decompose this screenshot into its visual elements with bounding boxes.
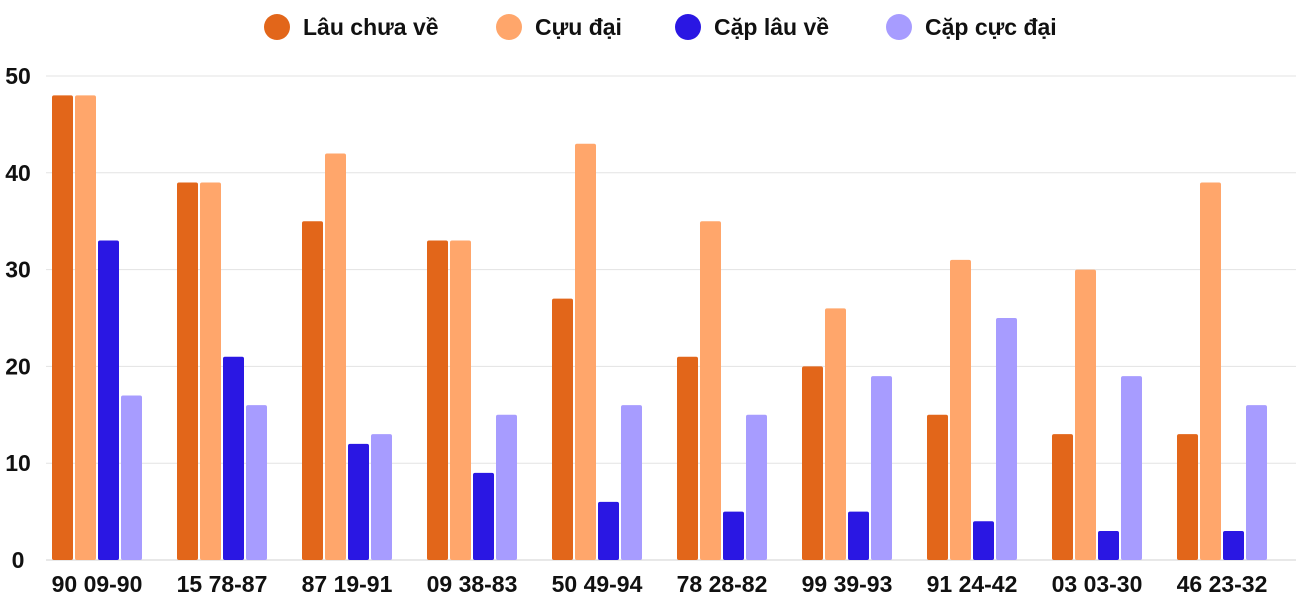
bar	[848, 511, 869, 560]
bar	[1223, 530, 1244, 560]
bar	[677, 356, 698, 560]
bar	[825, 308, 846, 560]
bar-group	[1177, 182, 1267, 561]
bar	[496, 414, 517, 560]
x-tick-label: 91 24-42	[927, 571, 1018, 597]
bar	[1075, 269, 1096, 560]
bar	[325, 153, 346, 560]
bar-group	[552, 143, 642, 560]
bar	[746, 414, 767, 560]
bar	[871, 376, 892, 560]
bar	[598, 501, 619, 560]
bar-group	[302, 153, 392, 560]
bar	[973, 521, 994, 560]
bar-group	[427, 240, 517, 560]
bar	[427, 240, 448, 560]
y-tick-label: 20	[5, 353, 31, 379]
legend-label: Lâu chưa về	[303, 14, 439, 40]
bar	[723, 511, 744, 560]
x-tick-label: 99 39-93	[802, 571, 893, 597]
bar	[1052, 434, 1073, 560]
bar	[177, 182, 198, 561]
bar	[1177, 434, 1198, 560]
y-tick-label: 40	[5, 160, 31, 186]
legend-item: Lâu chưa về	[264, 14, 439, 40]
bar-group	[677, 221, 767, 560]
x-tick-label: 03 03-30	[1052, 571, 1143, 597]
legend-item: Cựu đại	[496, 14, 622, 40]
x-tick-label: 50 49-94	[552, 571, 643, 597]
y-tick-label: 10	[5, 450, 31, 476]
bar-group	[802, 308, 892, 560]
bar	[552, 298, 573, 560]
bar	[1200, 182, 1221, 561]
bar	[121, 395, 142, 560]
bar-group	[177, 182, 267, 561]
legend-label: Cặp cực đại	[925, 14, 1057, 40]
bar	[450, 240, 471, 560]
legend-swatch	[264, 14, 290, 40]
legend: Lâu chưa về Cựu đại Cặp lâu về Cặp cực đại	[264, 14, 1057, 40]
x-tick-label: 46 23-32	[1177, 571, 1268, 597]
x-tick-label: 09 38-83	[427, 571, 518, 597]
bar	[802, 366, 823, 560]
bar	[52, 95, 73, 561]
bar	[473, 472, 494, 560]
x-axis: 90 09-90 15 78-87 87 19-91 09 38-83 50 49-94…	[52, 571, 1268, 597]
bar	[246, 405, 267, 560]
bar	[302, 221, 323, 560]
bar	[950, 259, 971, 560]
bar	[200, 182, 221, 561]
bar-group	[52, 95, 142, 561]
y-axis: 0 10 20 30 40 50	[5, 63, 31, 573]
bar	[1121, 376, 1142, 560]
legend-swatch	[886, 14, 912, 40]
bar	[1246, 405, 1267, 560]
bar	[621, 405, 642, 560]
bar	[98, 240, 119, 560]
x-tick-label: 90 09-90	[52, 571, 143, 597]
bar	[927, 414, 948, 560]
bar	[1098, 530, 1119, 560]
y-tick-label: 50	[5, 63, 31, 89]
bar	[700, 221, 721, 560]
x-tick-label: 78 28-82	[677, 571, 768, 597]
legend-swatch	[675, 14, 701, 40]
bar	[371, 434, 392, 560]
y-tick-label: 0	[12, 547, 25, 573]
bar-group	[1052, 269, 1142, 560]
bar	[996, 318, 1017, 560]
bar	[348, 443, 369, 560]
bar	[75, 95, 96, 561]
x-tick-label: 87 19-91	[302, 571, 393, 597]
x-tick-label: 15 78-87	[177, 571, 268, 597]
bar	[223, 356, 244, 560]
legend-label: Cặp lâu về	[714, 14, 829, 40]
legend-item: Cặp lâu về	[675, 14, 829, 40]
legend-item: Cặp cực đại	[886, 14, 1057, 40]
y-tick-label: 30	[5, 257, 31, 283]
bars	[52, 95, 1267, 561]
legend-swatch	[496, 14, 522, 40]
legend-label: Cựu đại	[535, 14, 622, 40]
bar-group	[927, 259, 1017, 560]
bar	[575, 143, 596, 560]
